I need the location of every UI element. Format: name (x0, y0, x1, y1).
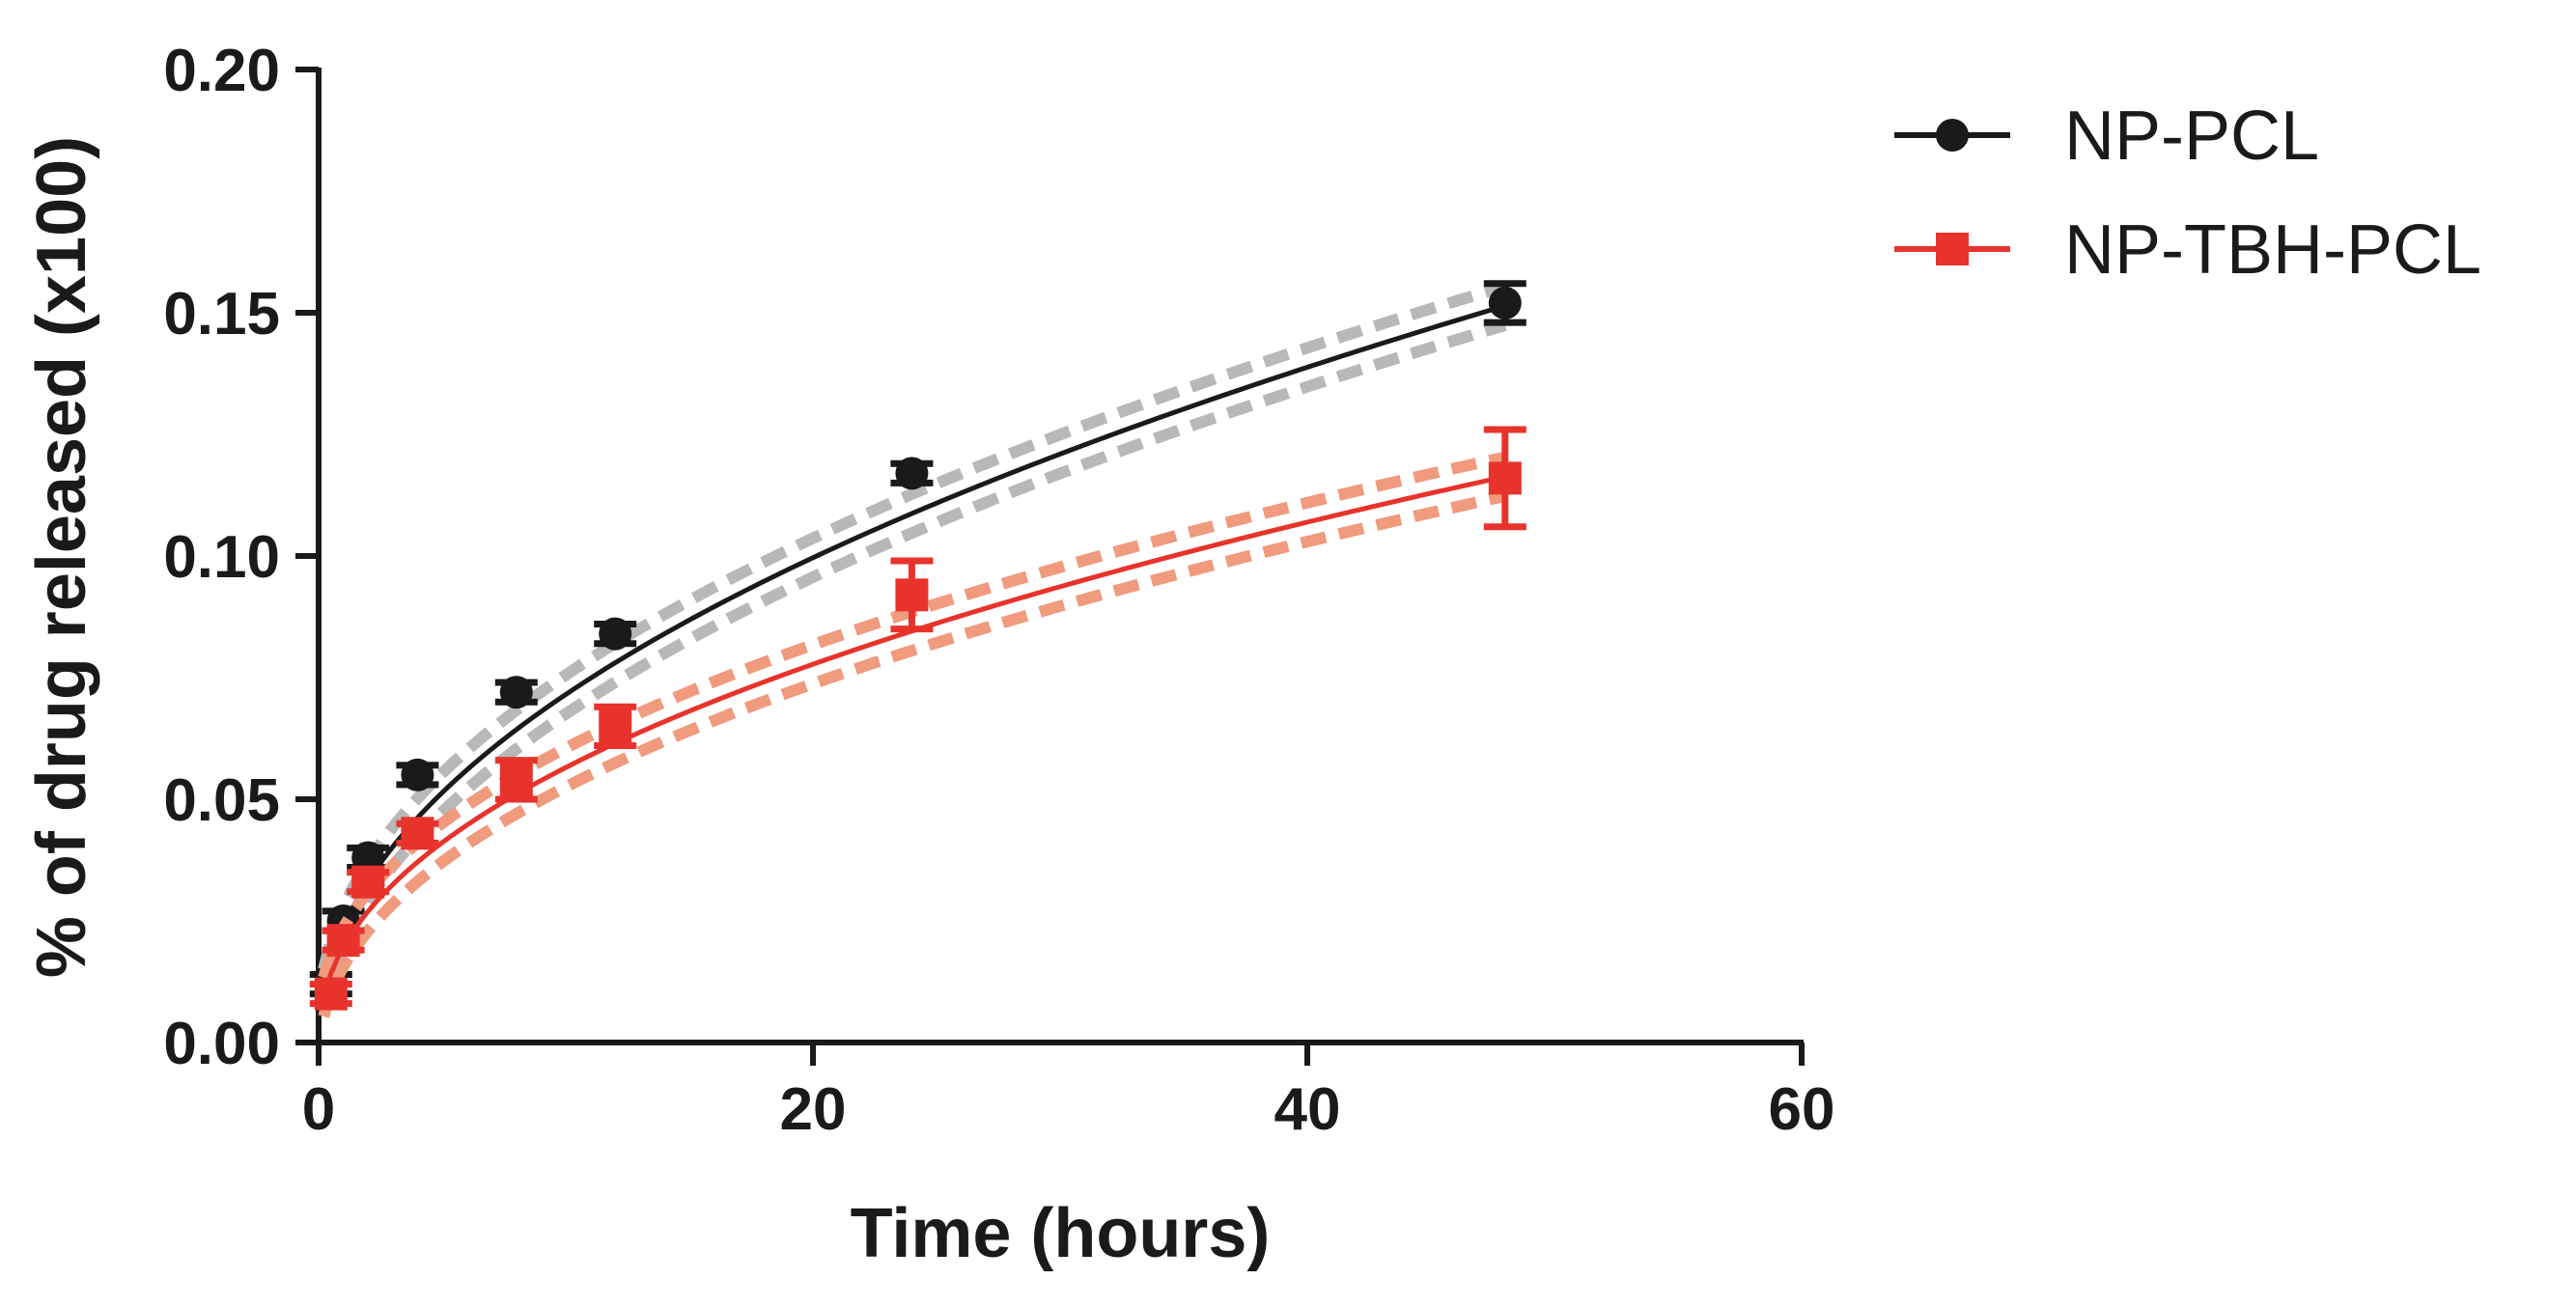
data-point (1488, 286, 1522, 320)
legend-label-np-pcl: NP-PCL (2064, 97, 2319, 175)
legend-marker-np-pcl (1936, 119, 1969, 152)
plot-area (309, 280, 1526, 1018)
confidence-band-upper (318, 280, 1507, 971)
x-axis: 0 20 40 60 (302, 1040, 1835, 1143)
legend-item-np-tbh-pcl: NP-TBH-PCL (1894, 211, 2481, 289)
legend-item-np-pcl: NP-PCL (1894, 97, 2319, 175)
data-point (401, 758, 434, 792)
confidence-band-lower (318, 320, 1507, 1011)
fit-curve (321, 474, 1506, 998)
data-point (599, 617, 632, 651)
x-tick-label: 40 (1274, 1076, 1341, 1143)
y-tick-label: 0.05 (163, 767, 280, 834)
legend-label-np-tbh-pcl: NP-TBH-PCL (2064, 211, 2481, 289)
confidence-band-lower (318, 490, 1507, 1018)
data-point (314, 977, 348, 1011)
data-point (499, 676, 533, 709)
data-point (351, 865, 385, 899)
legend: NP-PCL NP-TBH-PCL (1894, 97, 2481, 289)
y-ticks: 0.00 0.05 0.10 0.15 0.20 (163, 38, 319, 1077)
x-ticks: 0 20 40 60 (302, 1043, 1835, 1143)
legend-marker-np-tbh-pcl (1936, 233, 1969, 265)
data-point (895, 457, 929, 490)
data-point (401, 817, 434, 850)
series-np-pcl (309, 280, 1526, 1011)
fit-curve (321, 303, 1506, 990)
x-tick-label: 0 (302, 1076, 335, 1143)
y-axis-title: % of drug released (x100) (23, 136, 100, 978)
y-tick-label: 0.15 (163, 281, 280, 348)
x-tick-label: 20 (780, 1076, 847, 1143)
y-tick-label: 0.10 (163, 524, 280, 591)
data-point (499, 763, 533, 796)
x-axis-title: Time (hours) (851, 1195, 1271, 1272)
y-tick-label: 0.20 (163, 38, 280, 104)
x-tick-label: 60 (1769, 1076, 1835, 1143)
y-tick-label: 0.00 (163, 1011, 280, 1077)
series-np-tbh-pcl (309, 426, 1526, 1018)
data-point (895, 578, 929, 612)
y-axis: 0.00 0.05 0.10 0.15 0.20 (163, 38, 322, 1077)
